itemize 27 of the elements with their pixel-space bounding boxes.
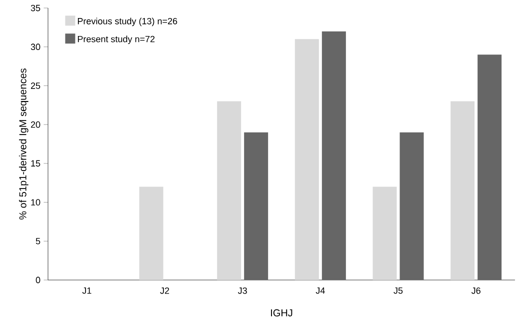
y-tick-label: 15	[31, 160, 40, 167]
bar	[244, 132, 268, 280]
bar	[217, 101, 242, 280]
y-tick-label: 35	[30, 4, 40, 12]
bar	[322, 31, 346, 280]
y-tick-label: 25	[30, 82, 40, 89]
bar	[139, 186, 164, 280]
y-tick-label: 10	[31, 199, 40, 206]
legend-label: Present study n=72	[78, 36, 155, 44]
x-tick-label: J6	[471, 287, 480, 294]
x-axis-title: IGHJ	[271, 309, 292, 316]
x-tick-label: J3	[238, 287, 247, 294]
x-tick-label: J5	[394, 287, 403, 294]
legend-label: Previous study (13) n=26	[78, 18, 178, 26]
y-tick-label: 0	[36, 276, 40, 284]
bar	[478, 54, 502, 280]
bar	[372, 186, 397, 280]
y-tick-label: 20	[30, 121, 40, 128]
y-axis-title: % of 51p1-derived IgM sequences	[19, 68, 28, 220]
bar	[450, 101, 475, 280]
y-tick-label: 5	[36, 238, 40, 244]
bar	[294, 39, 319, 280]
x-tick-label: J4	[316, 287, 325, 294]
x-tick-label: J2	[160, 287, 170, 294]
x-tick-label: J1	[82, 287, 92, 294]
y-tick-label: 30	[30, 44, 40, 50]
bar	[400, 132, 424, 280]
